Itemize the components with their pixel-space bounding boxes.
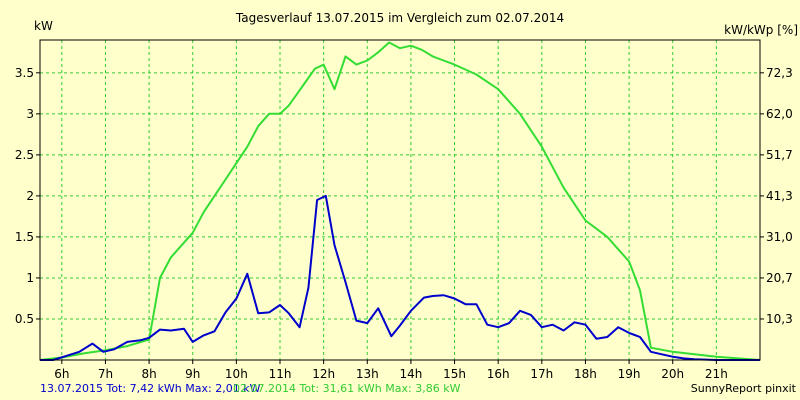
series-layer	[39, 41, 761, 361]
y-right-tick-label-3: 41,3	[766, 189, 793, 203]
x-tick-label-9: 15h	[443, 367, 466, 381]
x-tick-label-11: 17h	[530, 367, 553, 381]
y-left-tick-label-6: 3.5	[15, 66, 34, 80]
y-left-tick-label-1: 1	[26, 271, 34, 285]
x-tick-label-6: 12h	[312, 367, 335, 381]
y-right-tick-label-4: 51,7	[766, 148, 793, 162]
y-axis-left-label: kW	[34, 19, 53, 33]
y-left-tick-label-2: 1.5	[15, 230, 34, 244]
y-axis-right-label: kW/kWp [%]	[724, 23, 798, 37]
x-tick-label-12: 18h	[574, 367, 597, 381]
y-left-tick-label-0: 0.5	[15, 312, 34, 326]
x-tick-label-3: 9h	[185, 367, 200, 381]
footer-credit: SunnyReport pinxit	[691, 382, 797, 395]
x-tick-label-4: 10h	[225, 367, 248, 381]
x-tick-label-2: 8h	[141, 367, 156, 381]
y-left-tick-label-5: 3	[26, 107, 34, 121]
legend-entry-2: 02.07.2014 Tot: 31,61 kWh Max: 3,86 kW	[233, 382, 461, 395]
x-tick-label-1: 7h	[98, 367, 113, 381]
ticks-layer: 6h 7h 8h 9h 10h 11h 12h 13h 14h 15h 16h 17h 18h 19h 20…	[15, 66, 793, 381]
x-tick-label-13: 19h	[618, 367, 641, 381]
x-tick-label-14: 20h	[661, 367, 684, 381]
grid-layer	[40, 40, 760, 360]
x-tick-label-0: 6h	[54, 367, 69, 381]
x-tick-label-15: 21h	[705, 367, 728, 381]
axes-layer	[39, 39, 761, 361]
y-right-tick-label-2: 31,0	[766, 230, 793, 244]
plot-frame	[39, 39, 761, 361]
x-tick-label-5: 11h	[269, 367, 292, 381]
x-tick-label-10: 16h	[487, 367, 510, 381]
legend-entry-1: 13.07.2015 Tot: 7,42 kWh Max: 2,01 kW	[40, 382, 261, 395]
y-left-tick-label-4: 2.5	[15, 148, 34, 162]
y-right-tick-label-6: 72,3	[766, 66, 793, 80]
y-right-tick-label-0: 10,3	[766, 312, 793, 326]
series-line-1	[39, 41, 761, 361]
chart-title: Tagesverlauf 13.07.2015 im Vergleich zum…	[235, 11, 564, 25]
y-right-tick-label-1: 20,7	[766, 271, 793, 285]
y-left-tick-label-3: 2	[26, 189, 34, 203]
x-tick-label-7: 13h	[356, 367, 379, 381]
y-right-tick-label-5: 62,0	[766, 107, 793, 121]
x-tick-label-8: 14h	[399, 367, 422, 381]
series-line-0	[40, 194, 760, 361]
